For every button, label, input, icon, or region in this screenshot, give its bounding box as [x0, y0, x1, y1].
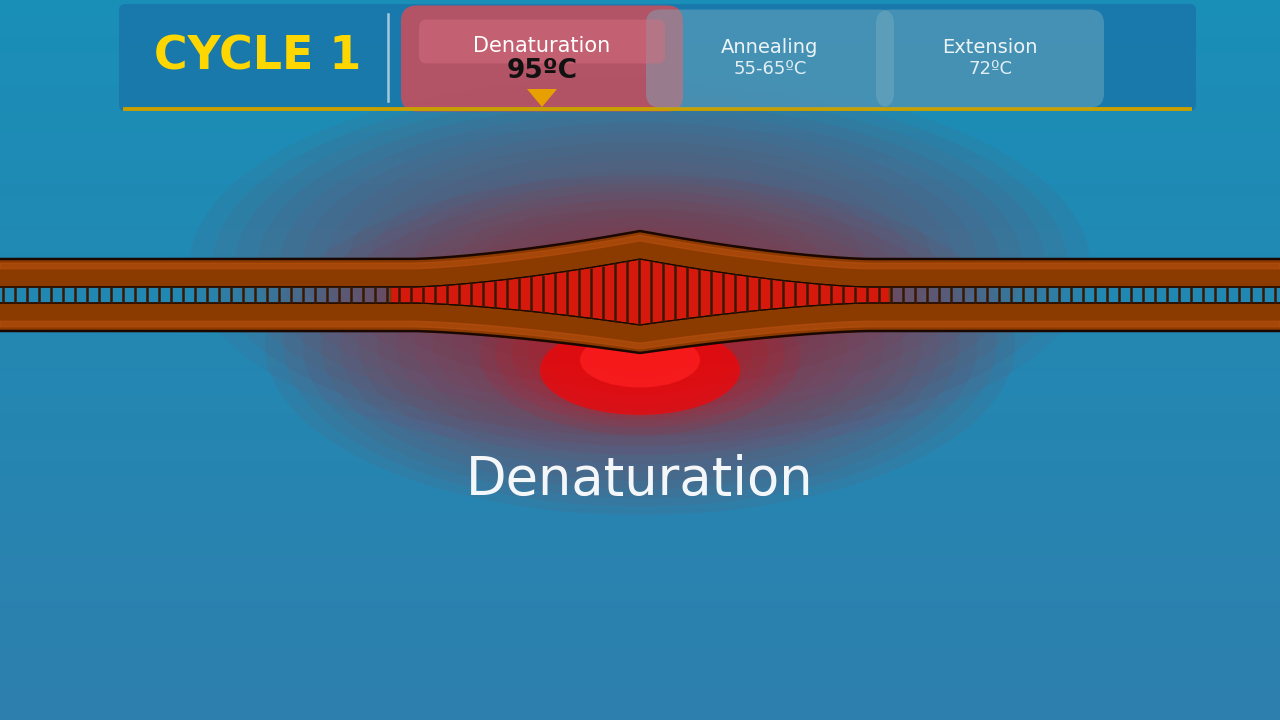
Text: CYCLE 1: CYCLE 1 [155, 35, 362, 80]
FancyBboxPatch shape [876, 9, 1103, 107]
Ellipse shape [512, 291, 768, 419]
Polygon shape [390, 255, 890, 329]
Ellipse shape [497, 283, 783, 427]
Polygon shape [390, 247, 890, 337]
Ellipse shape [265, 175, 1015, 515]
Polygon shape [390, 259, 890, 325]
Ellipse shape [529, 299, 753, 411]
Text: Extension: Extension [942, 38, 1038, 57]
Text: 72ºC: 72ºC [968, 60, 1012, 78]
Ellipse shape [540, 325, 740, 415]
Text: 95ºC: 95ºC [507, 58, 577, 84]
Text: Annealing: Annealing [722, 38, 819, 57]
Ellipse shape [580, 333, 700, 387]
Text: 55-65ºC: 55-65ºC [733, 60, 806, 78]
Polygon shape [527, 89, 557, 107]
Text: Denaturation: Denaturation [474, 35, 611, 55]
FancyBboxPatch shape [419, 19, 666, 63]
FancyBboxPatch shape [401, 6, 684, 112]
Text: Denaturation: Denaturation [466, 454, 814, 506]
FancyBboxPatch shape [646, 9, 893, 107]
FancyBboxPatch shape [119, 4, 1196, 111]
Ellipse shape [480, 275, 800, 435]
Polygon shape [390, 252, 890, 332]
